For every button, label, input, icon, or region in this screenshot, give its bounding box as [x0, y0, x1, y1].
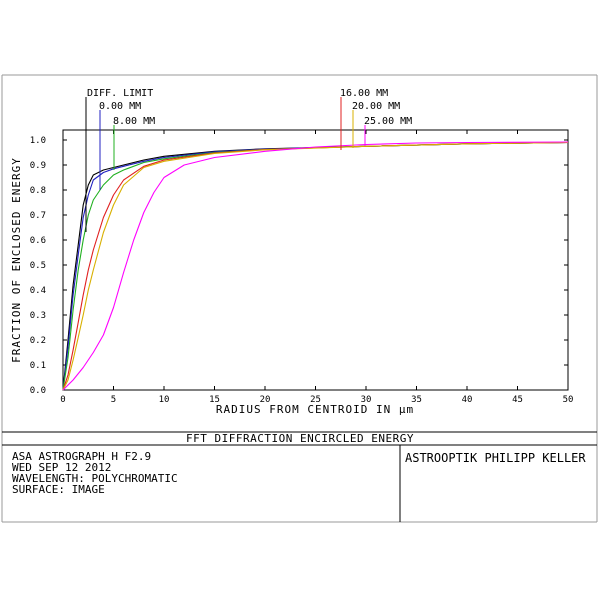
y-axis-title: FRACTION OF ENCLOSED ENERGY — [10, 157, 23, 363]
x-tick-label: 30 — [361, 395, 372, 405]
x-tick-label: 15 — [209, 395, 220, 405]
y-tick-label: 0.7 — [30, 211, 46, 221]
legend-label-25mm: 25.00 MM — [364, 116, 412, 127]
info-line-wavelength: WAVELENGTH: POLYCHROMATIC — [12, 472, 178, 485]
x-tick-label: 5 — [111, 395, 116, 405]
y-axis: 0.0 0.1 0.2 0.3 0.4 0.5 0.6 0.7 0.8 0.9 1.0 — [30, 136, 568, 396]
info-line-system: ASA ASTROGRAPH H F2.9 — [12, 450, 151, 463]
y-tick-label: 0.2 — [30, 336, 46, 346]
x-tick-label: 45 — [512, 395, 523, 405]
y-tick-label: 0.4 — [30, 286, 46, 296]
x-axis-title: RADIUS FROM CENTROID IN µm — [216, 403, 414, 416]
x-tick-label: 25 — [310, 395, 321, 405]
y-tick-label: 1.0 — [30, 136, 46, 146]
company-name: ASTROOPTIK PHILIPP KELLER — [405, 451, 586, 465]
legend: DIFF. LIMIT 0.00 MM 8.00 MM 16.00 MM 20.… — [85, 88, 412, 232]
series-line-25-00-mm — [62, 141, 569, 391]
x-tick-label: 40 — [462, 395, 473, 405]
legend-label-0mm: 0.00 MM — [99, 101, 141, 112]
legend-label-8mm: 8.00 MM — [113, 116, 155, 127]
x-tick-label: 50 — [563, 395, 574, 405]
legend-label-16mm: 16.00 MM — [340, 88, 388, 99]
info-panel: FFT DIFFRACTION ENCIRCLED ENERGY ASA AST… — [2, 431, 597, 522]
info-line-date: WED SEP 12 2012 — [12, 461, 111, 474]
y-tick-label: 0.6 — [30, 236, 46, 246]
y-tick-label: 0.5 — [30, 261, 46, 271]
y-tick-label: 0.3 — [30, 311, 46, 321]
y-tick-label: 0.9 — [30, 161, 46, 171]
x-tick-label: 35 — [411, 395, 422, 405]
x-axis: 0 5 10 15 20 25 30 35 40 45 50 — [60, 130, 573, 405]
x-tick-label: 20 — [260, 395, 271, 405]
info-line-surface: SURFACE: IMAGE — [12, 483, 105, 496]
y-tick-label: 0.8 — [30, 186, 46, 196]
legend-label-20mm: 20.00 MM — [352, 101, 400, 112]
info-title: FFT DIFFRACTION ENCIRCLED ENERGY — [186, 432, 414, 445]
y-tick-label: 0.1 — [30, 361, 46, 371]
y-tick-label: 0.0 — [30, 386, 46, 396]
legend-label-diff-limit: DIFF. LIMIT — [87, 88, 153, 99]
x-tick-label: 0 — [60, 395, 65, 405]
x-tick-label: 10 — [159, 395, 170, 405]
